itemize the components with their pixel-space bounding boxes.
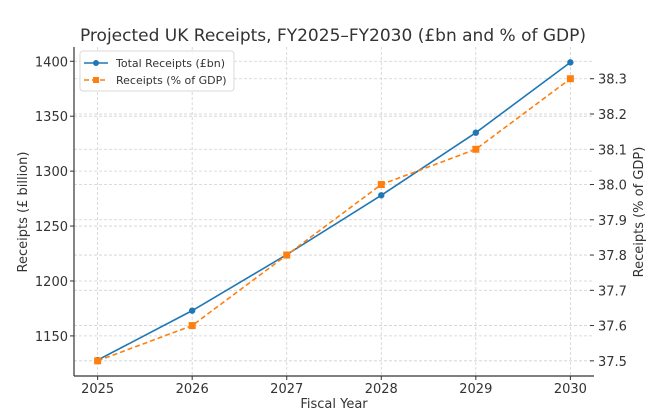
y-left-tick-label: 1250 [35,220,68,235]
data-point-square [94,357,102,365]
left-axis-label: Receipts (£ billion) [16,152,31,273]
y-right-tick-label: 38.0 [598,179,627,194]
x-tick-label: 2027 [270,382,303,397]
y-left-tick-label: 1400 [35,55,68,70]
y-right-tick-label: 38.2 [598,108,627,123]
x-tick-label: 2028 [365,382,398,397]
series-line-1 [97,78,571,362]
chart-title: Projected UK Receipts, FY2025–FY2030 (£b… [80,26,586,46]
data-point-circle [188,307,196,314]
y-left-tick-label: 1150 [35,330,68,345]
x-tick-label: 2025 [81,382,114,397]
right-axis-label: Receipts (% of GDP) [632,147,647,278]
y-right-tick-label: 37.6 [598,320,627,335]
series-layer [94,59,574,365]
y-left-tick-label: 1200 [35,275,68,290]
series-line-0 [97,61,571,361]
data-point-square [188,322,196,330]
legend-label-receipts-gdp: Receipts (% of GDP) [116,74,227,87]
data-point-square [566,75,574,83]
data-point-square [472,145,480,153]
legend-box [79,50,235,92]
legend: Total Receipts (£bn) Receipts (% of GDP) [79,50,235,92]
y-right-tick-label: 37.5 [598,355,627,370]
y-right-tick-label: 38.1 [598,143,627,158]
data-point-square [283,251,291,259]
legend-marker-square-icon [93,77,99,83]
data-point-square [377,181,385,189]
y-right-tick-label: 37.7 [598,284,627,299]
x-axis-ticks: 2025 2026 2027 2028 2029 2030 [81,376,587,397]
y-left-tick-label: 1300 [35,165,68,180]
y-right-tick-label: 38.3 [598,73,627,88]
y-right-tick-label: 37.9 [598,214,627,229]
data-point-circle [472,129,480,136]
grid [74,47,594,376]
data-point-circle [378,192,385,199]
y-right-tick-label: 37.8 [598,249,627,264]
x-tick-label: 2026 [176,382,209,397]
y-left-tick-label: 1350 [35,110,68,125]
right-axis-ticks: 37.5 37.6 37.7 37.8 37.9 38.0 38.1 38.2 38.3 [590,73,627,370]
x-axis-label: Fiscal Year [300,397,368,412]
data-point-circle [567,59,574,66]
legend-marker-circle-icon [93,60,99,66]
x-tick-label: 2029 [459,382,492,397]
x-tick-label: 2030 [554,382,587,397]
left-axis-ticks: 1150 1200 1250 1300 1350 1400 [35,55,74,345]
legend-label-total-receipts: Total Receipts (£bn) [115,57,225,70]
